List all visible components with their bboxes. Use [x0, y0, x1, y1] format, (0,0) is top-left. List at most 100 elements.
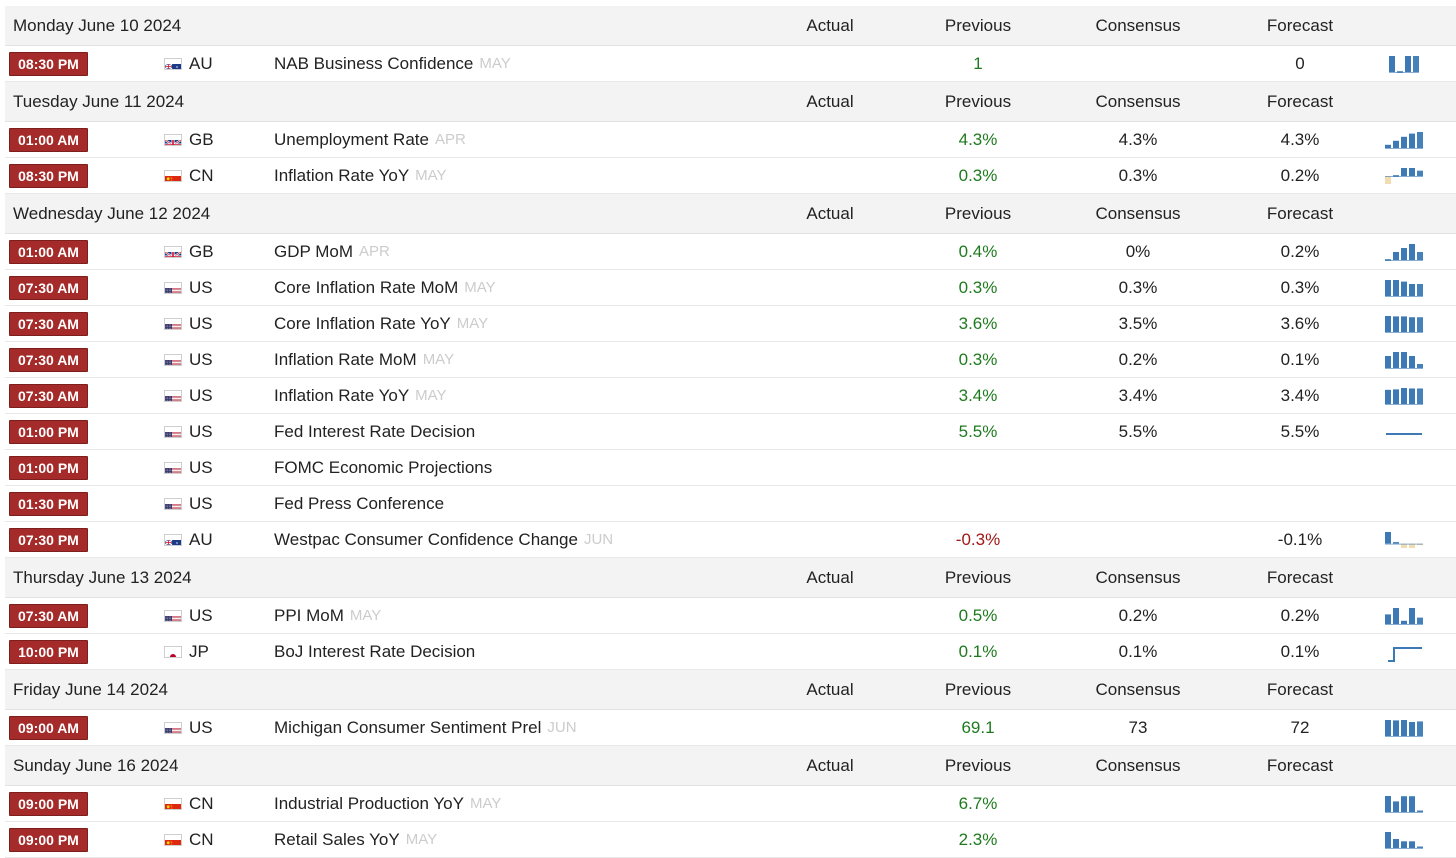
sparkline-chart[interactable]	[1384, 234, 1424, 269]
forecast-column-header[interactable]: Forecast	[1266, 15, 1334, 35]
event-name-link[interactable]: PPI MoM	[274, 605, 344, 625]
consensus-column-header[interactable]: Consensus	[1095, 679, 1181, 699]
event-name-link[interactable]: Westpac Consumer Confidence Change	[274, 529, 578, 549]
event-row[interactable]: 01:00 AM GB Unemployment Rate APR 4.3% 4.…	[5, 122, 1456, 158]
actual-column-header[interactable]: Actual	[806, 91, 854, 111]
sparkline-chart[interactable]	[1384, 822, 1424, 857]
event-name-link[interactable]: Inflation Rate YoY	[274, 165, 410, 185]
consensus-column-header[interactable]: Consensus	[1095, 91, 1181, 111]
sparkline-chart[interactable]	[1384, 450, 1424, 485]
sparkline-bar	[1417, 720, 1423, 736]
actual-column-header[interactable]: Actual	[806, 203, 854, 223]
sparkline-bar	[1385, 613, 1391, 624]
sparkline-chart[interactable]	[1384, 710, 1424, 745]
sparkline-chart[interactable]	[1384, 786, 1424, 821]
forecast-column-header[interactable]: Forecast	[1266, 755, 1334, 775]
event-row[interactable]: 09:00 AM US Michigan Consumer Sentiment …	[5, 710, 1456, 746]
event-row[interactable]: 01:00 AM GB GDP MoM APR 0.4% 0% 0.2%	[5, 234, 1456, 270]
sparkline-chart[interactable]	[1384, 414, 1424, 449]
country-code: CN	[189, 793, 214, 813]
reference-period: MAY	[415, 387, 447, 404]
actual-value	[775, 486, 885, 521]
event-row[interactable]: 07:30 AM US PPI MoM MAY 0.5% 0.2% 0.2%	[5, 598, 1456, 634]
country-flag-cell	[164, 450, 182, 485]
sparkline-chart[interactable]	[1384, 522, 1424, 557]
sparkline-bar	[1385, 355, 1391, 368]
country-code: CN	[189, 829, 214, 849]
sparkline-chart[interactable]	[1384, 270, 1424, 305]
event-time: 07:30 PM	[9, 522, 88, 557]
previous-column-header[interactable]: Previous	[944, 15, 1012, 35]
sparkline-chart[interactable]	[1384, 486, 1424, 521]
event-name-link[interactable]: Retail Sales YoY	[274, 829, 400, 849]
event-row[interactable]: 09:00 PM CN Industrial Production YoY MAY…	[5, 786, 1456, 822]
event-name-link[interactable]: Industrial Production YoY	[274, 793, 464, 813]
event-name-link[interactable]: Fed Interest Rate Decision	[274, 421, 476, 441]
previous-column-header[interactable]: Previous	[944, 755, 1012, 775]
consensus-column-header[interactable]: Consensus	[1095, 567, 1181, 587]
sparkline-chart[interactable]	[1384, 378, 1424, 413]
forecast-value: 3.6%	[1280, 313, 1320, 333]
sparkline-chart[interactable]	[1384, 46, 1424, 81]
sparkline-chart[interactable]	[1384, 342, 1424, 377]
forecast-column-header[interactable]: Forecast	[1266, 203, 1334, 223]
forecast-column-header[interactable]: Forecast	[1266, 567, 1334, 587]
event-row[interactable]: 09:00 PM CN Retail Sales YoY MAY 2.3%	[5, 822, 1456, 858]
sparkline-chart[interactable]	[1384, 306, 1424, 341]
event-row[interactable]: 10:00 PM JP BoJ Interest Rate Decision 0…	[5, 634, 1456, 670]
event-time: 07:30 AM	[9, 342, 88, 377]
consensus-column-header[interactable]: Consensus	[1095, 15, 1181, 35]
event-row[interactable]: 08:30 PM AU NAB Business Confidence MAY 1…	[5, 46, 1456, 82]
consensus-value: 4.3%	[1118, 129, 1158, 149]
event-name-link[interactable]: Core Inflation Rate MoM	[274, 277, 459, 297]
event-row[interactable]: 01:00 PM US Fed Interest Rate Decision 5…	[5, 414, 1456, 450]
consensus-column-header[interactable]: Consensus	[1095, 755, 1181, 775]
event-row[interactable]: 07:30 AM US Inflation Rate MoM MAY 0.3% 0…	[5, 342, 1456, 378]
event-row[interactable]: 08:30 PM CN Inflation Rate YoY MAY 0.3% 0…	[5, 158, 1456, 194]
day-date-label: Monday June 10 2024	[13, 15, 182, 35]
previous-column-header[interactable]: Previous	[944, 203, 1012, 223]
event-name-link[interactable]: Inflation Rate YoY	[274, 385, 410, 405]
time-badge: 07:30 AM	[9, 311, 88, 336]
forecast-column-header[interactable]: Forecast	[1266, 91, 1334, 111]
event-name-link[interactable]: GDP MoM	[274, 241, 354, 261]
event-name-link[interactable]: NAB Business Confidence	[274, 53, 474, 73]
event-name-link[interactable]: BoJ Interest Rate Decision	[274, 641, 476, 661]
consensus-value: 0.2%	[1118, 349, 1158, 369]
day-header-row: Sunday June 16 2024 Actual Previous Cons…	[5, 746, 1456, 786]
event-name-link[interactable]: Core Inflation Rate YoY	[274, 313, 451, 333]
previous-column-header[interactable]: Previous	[944, 679, 1012, 699]
actual-column-header[interactable]: Actual	[806, 679, 854, 699]
event-row[interactable]: 07:30 AM US Core Inflation Rate MoM MAY 0…	[5, 270, 1456, 306]
event-name-link[interactable]: Fed Press Conference	[274, 493, 445, 513]
actual-column-header[interactable]: Actual	[806, 567, 854, 587]
sparkline-chart[interactable]	[1384, 158, 1424, 193]
event-name-link[interactable]: Michigan Consumer Sentiment Prel	[274, 717, 542, 737]
event-row[interactable]: 07:30 AM US Inflation Rate YoY MAY 3.4% 3…	[5, 378, 1456, 414]
sparkline-chart[interactable]	[1384, 634, 1424, 669]
actual-value	[775, 450, 885, 485]
country-code: US	[189, 313, 213, 333]
previous-value	[923, 486, 1033, 521]
actual-value	[775, 234, 885, 269]
previous-column-header[interactable]: Previous	[944, 567, 1012, 587]
flag-au-icon	[164, 57, 182, 70]
actual-value	[775, 598, 885, 633]
forecast-column-header[interactable]: Forecast	[1266, 679, 1334, 699]
event-row[interactable]: 07:30 PM AU Westpac Consumer Confidence …	[5, 522, 1456, 558]
actual-column-header[interactable]: Actual	[806, 755, 854, 775]
previous-column-header[interactable]: Previous	[944, 91, 1012, 111]
sparkline-chart[interactable]	[1384, 122, 1424, 157]
event-name-link[interactable]: Unemployment Rate	[274, 129, 429, 149]
actual-column-header[interactable]: Actual	[806, 15, 854, 35]
flag-us-icon	[164, 497, 182, 510]
event-name-link[interactable]: Inflation Rate MoM	[274, 349, 417, 369]
event-row[interactable]: 01:30 PM US Fed Press Conference	[5, 486, 1456, 522]
event-row[interactable]: 07:30 AM US Core Inflation Rate YoY MAY 3…	[5, 306, 1456, 342]
event-name-link[interactable]: FOMC Economic Projections	[274, 457, 493, 477]
consensus-column-header[interactable]: Consensus	[1095, 203, 1181, 223]
country-code: GB	[189, 241, 214, 261]
event-row[interactable]: 01:00 PM US FOMC Economic Projections	[5, 450, 1456, 486]
flag-cn-icon	[164, 169, 182, 182]
sparkline-chart[interactable]	[1384, 598, 1424, 633]
